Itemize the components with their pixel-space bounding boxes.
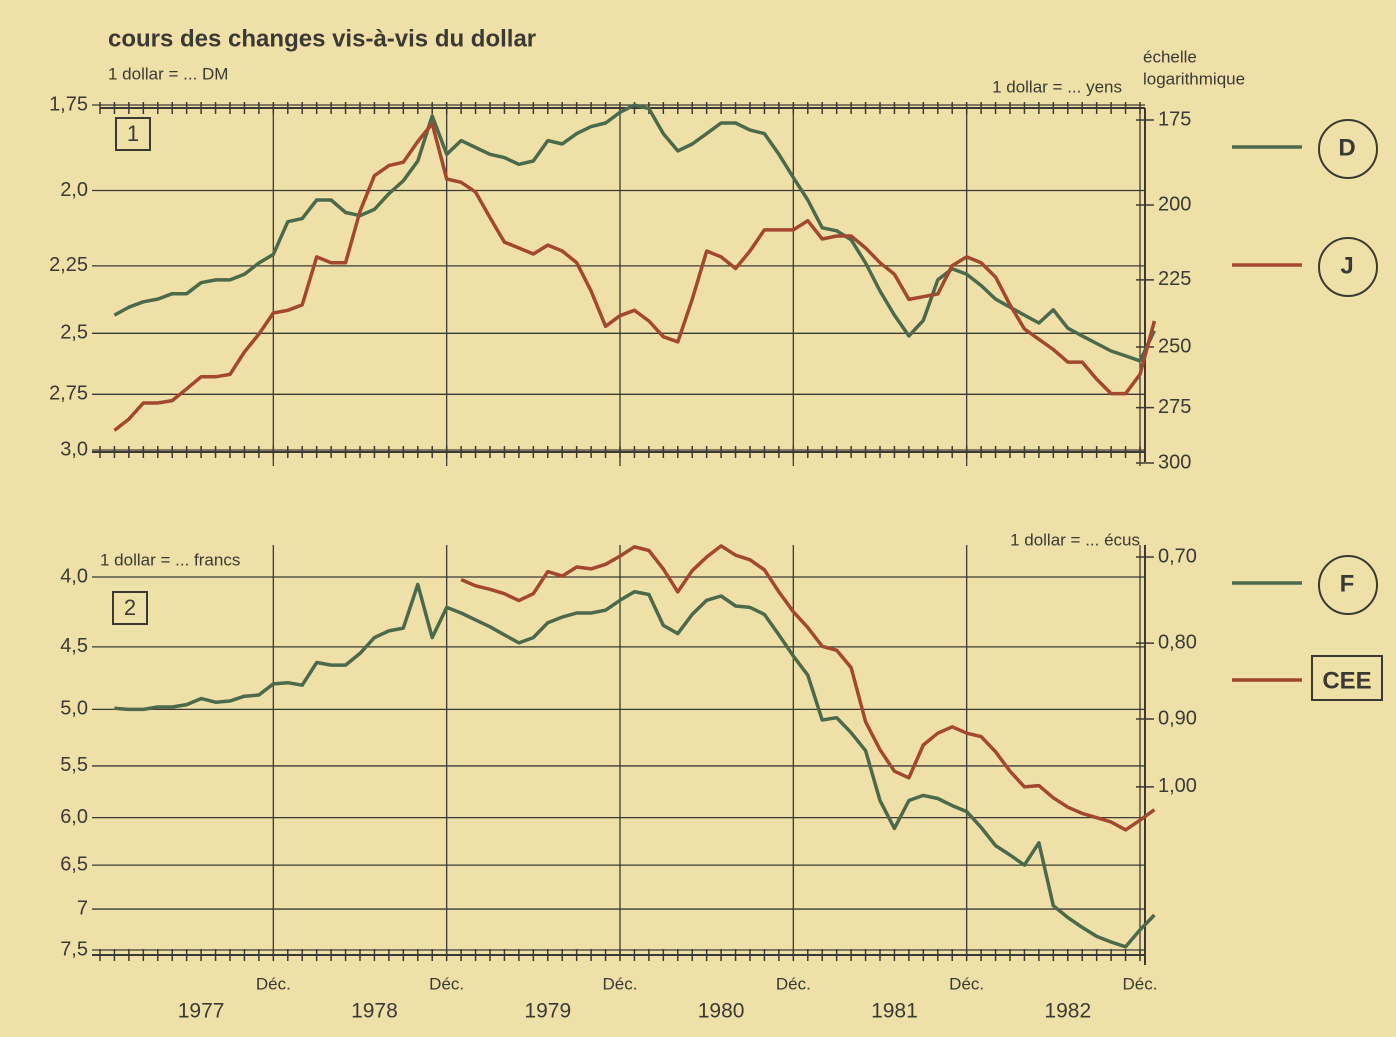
y2-tick-label: 0,90 — [1158, 707, 1197, 729]
x-tick-label: Déc. — [603, 974, 638, 993]
y2-tick-label: 200 — [1158, 193, 1191, 215]
scale-note: logarithmique — [1143, 69, 1245, 88]
y2-tick-label: 1,00 — [1158, 775, 1197, 797]
x-tick-label: Déc. — [1123, 974, 1158, 993]
legend-circle — [1318, 119, 1378, 179]
series-line — [460, 544, 1156, 832]
y-tick-label: 4,0 — [60, 565, 88, 587]
y-tick-label: 6,5 — [60, 853, 88, 875]
legend-circle — [1318, 555, 1378, 615]
y-tick-label: 6,0 — [60, 806, 88, 828]
y2-tick-label: 300 — [1158, 451, 1191, 473]
year-label: 1982 — [1044, 1000, 1091, 1023]
y-tick-label: 5,0 — [60, 698, 88, 720]
y-tick-label: 2,0 — [60, 179, 88, 201]
x-tick-label: Déc. — [256, 974, 291, 993]
year-label: 1977 — [178, 1000, 225, 1023]
panel-box — [115, 117, 151, 151]
y-tick-label: 3,0 — [60, 438, 88, 460]
y-tick-label: 4,5 — [60, 635, 88, 657]
x-tick-label: Déc. — [429, 974, 464, 993]
year-label: 1979 — [524, 1000, 571, 1023]
y2-tick-label: 250 — [1158, 335, 1191, 357]
chart-title: cours des changes vis-à-vis du dollar — [108, 25, 536, 52]
legend-box — [1311, 655, 1383, 701]
y2-tick-label: 175 — [1158, 108, 1191, 130]
y-tick-label: 5,5 — [60, 754, 88, 776]
y2-tick-label: 275 — [1158, 396, 1191, 418]
series-line — [114, 582, 1156, 949]
y2-tick-label: 225 — [1158, 268, 1191, 290]
y2-axis-label: 1 dollar = ... écus — [1010, 530, 1140, 549]
y2-tick-label: 0,80 — [1158, 631, 1197, 653]
y-axis-label: 1 dollar = ... DM — [108, 64, 228, 83]
legend-label: D — [1338, 134, 1355, 161]
panel-label: 2 — [124, 595, 136, 620]
scale-note: échelle — [1143, 47, 1197, 66]
y-tick-label: 1,75 — [49, 93, 88, 115]
legend-label: F — [1340, 570, 1355, 597]
panel-label: 1 — [127, 121, 139, 146]
y-tick-label: 2,5 — [60, 322, 88, 344]
y2-axis-label: 1 dollar = ... yens — [992, 77, 1122, 96]
x-tick-label: Déc. — [949, 974, 984, 993]
panel-box — [112, 591, 148, 625]
year-label: 1980 — [698, 1000, 745, 1023]
series-line — [113, 103, 1156, 363]
y-axis-label: 1 dollar = ... francs — [100, 550, 240, 569]
y2-tick-label: 0,70 — [1158, 545, 1197, 567]
legend-label: CEE — [1322, 667, 1371, 694]
year-label: 1978 — [351, 1000, 398, 1023]
legend-label: J — [1340, 252, 1353, 279]
y-tick-label: 7 — [77, 897, 88, 919]
legend-circle — [1318, 237, 1378, 297]
year-label: 1981 — [871, 1000, 918, 1023]
x-tick-label: Déc. — [776, 974, 811, 993]
series-line — [113, 121, 1157, 432]
y-tick-label: 2,75 — [49, 383, 88, 405]
y-tick-label: 2,25 — [49, 254, 88, 276]
y-tick-label: 7,5 — [60, 938, 88, 960]
